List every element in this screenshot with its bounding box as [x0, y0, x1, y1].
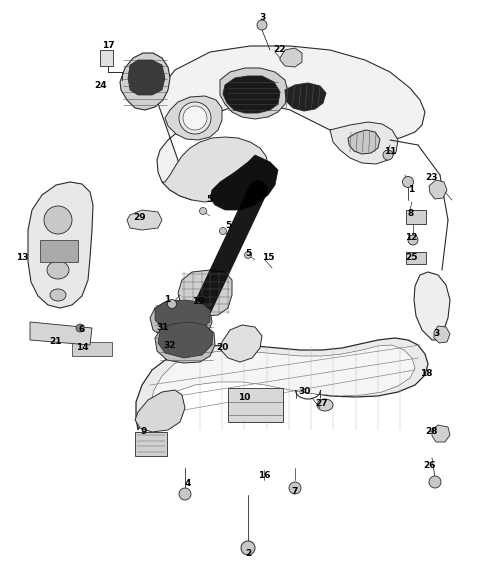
Text: 4: 4 — [185, 479, 191, 488]
Bar — [72, 342, 112, 356]
Polygon shape — [434, 326, 450, 343]
Polygon shape — [330, 122, 398, 164]
Polygon shape — [220, 68, 288, 119]
Text: 9: 9 — [141, 427, 147, 437]
Text: 19: 19 — [192, 297, 204, 305]
Ellipse shape — [183, 106, 207, 130]
Ellipse shape — [383, 150, 393, 160]
Text: 23: 23 — [426, 173, 438, 183]
Polygon shape — [165, 96, 222, 140]
Polygon shape — [414, 272, 450, 340]
Text: 11: 11 — [384, 147, 396, 157]
Polygon shape — [127, 210, 162, 230]
Text: 25: 25 — [405, 252, 417, 262]
Polygon shape — [150, 345, 415, 418]
Text: 31: 31 — [157, 324, 169, 332]
Ellipse shape — [241, 541, 255, 555]
Text: 16: 16 — [258, 472, 270, 480]
Text: 2: 2 — [245, 548, 251, 558]
Text: 6: 6 — [79, 325, 85, 335]
Text: 14: 14 — [76, 343, 88, 351]
Bar — [406, 252, 426, 264]
Text: 22: 22 — [273, 46, 285, 55]
Ellipse shape — [179, 488, 191, 500]
Polygon shape — [162, 137, 268, 202]
Ellipse shape — [244, 252, 252, 259]
Text: 7: 7 — [292, 487, 298, 497]
Polygon shape — [210, 155, 278, 210]
Text: 20: 20 — [216, 343, 228, 353]
Polygon shape — [285, 83, 326, 111]
Ellipse shape — [408, 235, 418, 245]
Ellipse shape — [179, 102, 211, 134]
Text: 5: 5 — [206, 195, 212, 203]
Bar — [40, 240, 78, 262]
Text: 10: 10 — [238, 393, 250, 403]
Text: 18: 18 — [420, 369, 432, 378]
Polygon shape — [155, 300, 210, 332]
Ellipse shape — [44, 206, 72, 234]
Text: 5: 5 — [225, 221, 231, 229]
Ellipse shape — [403, 176, 413, 188]
Polygon shape — [429, 180, 447, 199]
Text: 21: 21 — [49, 338, 61, 347]
Polygon shape — [220, 325, 262, 362]
Text: 24: 24 — [95, 81, 108, 90]
Text: 32: 32 — [164, 342, 176, 351]
Text: 12: 12 — [405, 233, 417, 242]
Text: 13: 13 — [16, 252, 28, 262]
Text: 5: 5 — [245, 248, 251, 257]
Polygon shape — [432, 425, 450, 442]
Text: 3: 3 — [434, 329, 440, 339]
Ellipse shape — [429, 476, 441, 488]
Bar — [406, 210, 426, 224]
Polygon shape — [348, 130, 380, 154]
Polygon shape — [158, 322, 213, 358]
Ellipse shape — [200, 207, 206, 214]
Ellipse shape — [76, 324, 84, 332]
Ellipse shape — [47, 261, 69, 279]
Polygon shape — [150, 300, 212, 342]
Polygon shape — [136, 338, 428, 430]
Polygon shape — [178, 270, 232, 316]
Ellipse shape — [219, 228, 227, 234]
Ellipse shape — [168, 300, 177, 309]
Text: 8: 8 — [408, 210, 414, 218]
Text: 26: 26 — [424, 461, 436, 471]
Text: 17: 17 — [102, 41, 114, 51]
Polygon shape — [135, 390, 185, 432]
Text: 29: 29 — [134, 214, 146, 222]
Bar — [228, 388, 283, 422]
Polygon shape — [155, 322, 215, 363]
Text: 3: 3 — [260, 13, 266, 22]
Polygon shape — [100, 50, 113, 66]
Ellipse shape — [289, 482, 301, 494]
Text: 1: 1 — [164, 294, 170, 304]
Polygon shape — [155, 46, 425, 200]
Polygon shape — [128, 60, 165, 95]
Bar — [135, 432, 167, 456]
Polygon shape — [120, 53, 170, 110]
Ellipse shape — [50, 289, 66, 301]
Polygon shape — [280, 48, 302, 67]
Polygon shape — [30, 322, 92, 345]
Text: 27: 27 — [316, 399, 328, 407]
Text: 28: 28 — [426, 427, 438, 437]
Polygon shape — [28, 182, 93, 308]
Polygon shape — [223, 76, 280, 113]
Ellipse shape — [257, 20, 267, 30]
Text: 30: 30 — [299, 388, 311, 396]
Text: 15: 15 — [262, 253, 274, 263]
Text: 1: 1 — [408, 184, 414, 194]
Ellipse shape — [317, 399, 333, 411]
